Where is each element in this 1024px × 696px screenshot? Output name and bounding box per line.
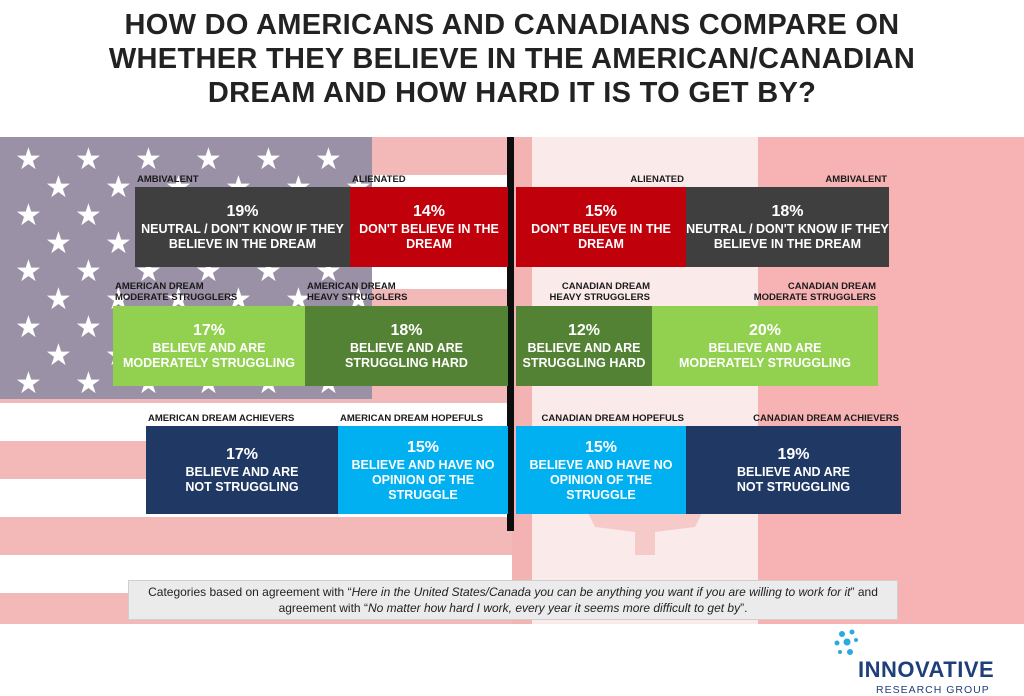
segment-value: 20% (748, 322, 782, 339)
usa-row2-label-2: AMERICAN DREAM HEAVY STRUGGLERS (307, 281, 408, 303)
segment-description: NEUTRAL / DON'T KNOW IF THEY BELIEVE IN … (686, 222, 889, 251)
canada-row2-segment-1: 12% BELIEVE AND ARE STRUGGLING HARD (516, 306, 652, 386)
segment-description: DON'T BELIEVE IN THE DREAM (359, 222, 499, 251)
footnote-text-1: Categories based on agreement with “ (148, 585, 352, 599)
star-icon: ★ (15, 199, 42, 232)
usa-row1-segment-1: 19% NEUTRAL / DON'T KNOW IF THEY BELIEVE … (135, 187, 350, 267)
star-icon: ★ (15, 367, 42, 400)
canada-row2-segment-2: 20% BELIEVE AND ARE MODERATELY STRUGGLING (652, 306, 878, 386)
star-icon: ★ (45, 339, 72, 372)
segment-value: 15% (584, 438, 618, 456)
logo-subtitle: RESEARCH GROUP (876, 684, 990, 696)
canada-row2-label-1: CANADIAN DREAM HEAVY STRUGGLERS (549, 281, 650, 303)
usa-row2-segment-1: 17% BELIEVE AND ARE MODERATELY STRUGGLING (113, 306, 305, 386)
us-flag-stripe (0, 517, 512, 555)
segment-value: 18% (771, 203, 804, 220)
segment-value: 15% (406, 438, 440, 456)
logo-dots-icon (834, 629, 858, 655)
usa-row1-segment-2: 14% DON'T BELIEVE IN THE DREAM (350, 187, 508, 267)
segment-description: NEUTRAL / DON'T KNOW IF THEY BELIEVE IN … (141, 222, 344, 251)
segment-value: 15% (584, 203, 618, 220)
usa-row2-segment-2: 18% BELIEVE AND ARE STRUGGLING HARD (305, 306, 508, 386)
star-icon: ★ (45, 227, 72, 260)
star-icon: ★ (45, 283, 72, 316)
star-icon: ★ (75, 311, 102, 344)
star-icon: ★ (105, 227, 132, 260)
segment-description: BELIEVE AND HAVE NO OPINION OF THE STRUG… (351, 457, 495, 502)
segment-description: BELIEVE AND ARE MODERATELY STRUGGLING (122, 341, 295, 370)
segment-description: BELIEVE AND ARE MODERATELY STRUGGLING (678, 341, 851, 370)
footnote-text-3: ”. (740, 601, 748, 615)
star-icon: ★ (105, 171, 132, 204)
usa-row1-label-1: AMBIVALENT (137, 174, 199, 185)
star-icon: ★ (315, 143, 342, 176)
footnote-quote-1: Here in the United States/Canada you can… (351, 585, 851, 599)
segment-description: BELIEVE AND HAVE NO OPINION OF THE STRUG… (529, 457, 673, 502)
canada-row1-label-2: AMBIVALENT (825, 174, 887, 185)
footnote-quote-2: No matter how hard I work, every year it… (367, 601, 741, 615)
star-icon: ★ (195, 143, 222, 176)
canada-row3-label-1: CANADIAN DREAM HOPEFULS (541, 413, 685, 424)
segment-value: 12% (567, 322, 601, 339)
segment-description: BELIEVE AND ARE NOT STRUGGLING (185, 465, 299, 494)
star-icon: ★ (75, 143, 102, 176)
canada-row3-segment-2: 19% BELIEVE AND ARE NOT STRUGGLING (686, 426, 901, 514)
star-icon: ★ (75, 199, 102, 232)
country-divider (507, 137, 514, 531)
usa-row1-label-2: ALIENATED (352, 174, 406, 185)
company-logo: INNOVATIVE RESEARCH GROUP (832, 628, 1024, 696)
segment-value: 19% (777, 446, 810, 463)
star-icon: ★ (135, 143, 162, 176)
canada-row1-segment-1: 15% DON'T BELIEVE IN THE DREAM (516, 187, 686, 267)
segment-value: 18% (390, 322, 423, 339)
segment-description: DON'T BELIEVE IN THE DREAM (531, 222, 671, 251)
usa-row2-label-1: AMERICAN DREAM MODERATE STRUGGLERS (115, 281, 238, 303)
segment-value: 19% (226, 203, 259, 220)
usa-row3-segment-2: 15% BELIEVE AND HAVE NO OPINION OF THE ST… (338, 426, 508, 514)
canada-row1-label-1: ALIENATED (630, 174, 684, 185)
chart-title: HOW DO AMERICANS AND CANADIANS COMPARE O… (108, 9, 916, 109)
segment-value: 17% (192, 322, 226, 339)
star-icon: ★ (15, 255, 42, 288)
star-icon: ★ (15, 311, 42, 344)
canada-row3-segment-1: 15% BELIEVE AND HAVE NO OPINION OF THE ST… (516, 426, 686, 514)
segment-description: BELIEVE AND ARE STRUGGLING HARD (345, 341, 468, 370)
segment-description: BELIEVE AND ARE STRUGGLING HARD (522, 341, 646, 370)
star-icon: ★ (45, 171, 72, 204)
logo-name: INNOVATIVE (858, 657, 995, 682)
usa-row3-label-2: AMERICAN DREAM HOPEFULS (340, 413, 484, 424)
segment-description: BELIEVE AND ARE NOT STRUGGLING (736, 465, 851, 494)
star-icon: ★ (255, 143, 282, 176)
usa-row3-segment-1: 17% BELIEVE AND ARE NOT STRUGGLING (146, 426, 338, 514)
canada-row2-label-2: CANADIAN DREAM MODERATE STRUGGLERS (753, 281, 876, 303)
usa-row3-label-1: AMERICAN DREAM ACHIEVERS (148, 413, 295, 424)
canada-row3-label-2: CANADIAN DREAM ACHIEVERS (753, 413, 899, 424)
star-icon: ★ (75, 255, 102, 288)
footnote-text-2: ” and agreement with “ (278, 585, 878, 615)
star-icon: ★ (15, 143, 42, 176)
segment-value: 17% (225, 446, 259, 463)
star-icon: ★ (75, 367, 102, 400)
canada-row1-segment-2: 18% NEUTRAL / DON'T KNOW IF THEY BELIEVE … (686, 187, 889, 267)
footnote: Categories based on agreement with “Here… (128, 580, 898, 620)
segment-value: 14% (412, 203, 446, 220)
